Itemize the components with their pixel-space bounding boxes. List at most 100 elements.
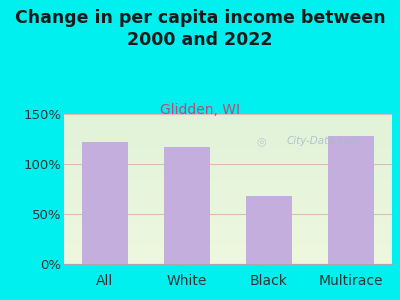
- Bar: [64, 188, 392, 189]
- Text: Glidden, WI: Glidden, WI: [160, 103, 240, 118]
- Bar: [64, 207, 392, 208]
- Bar: [64, 195, 392, 196]
- Bar: [64, 172, 392, 174]
- Bar: [64, 120, 392, 122]
- Bar: [64, 238, 392, 240]
- Bar: [64, 148, 392, 150]
- Bar: [64, 176, 392, 177]
- Bar: [64, 256, 392, 258]
- Bar: [64, 237, 392, 238]
- Bar: [64, 234, 392, 236]
- Bar: [64, 206, 392, 207]
- Bar: [64, 182, 392, 183]
- Bar: [64, 236, 392, 237]
- Bar: [64, 123, 392, 124]
- Bar: [64, 172, 392, 174]
- Bar: [64, 156, 392, 158]
- Bar: [64, 194, 392, 195]
- Bar: [64, 117, 392, 118]
- Bar: [64, 148, 392, 150]
- Bar: [64, 138, 392, 140]
- Bar: [64, 142, 392, 144]
- Bar: [64, 174, 392, 176]
- Bar: [64, 153, 392, 154]
- Bar: [64, 152, 392, 153]
- Bar: [64, 208, 392, 210]
- Bar: [64, 190, 392, 192]
- Bar: [64, 154, 392, 156]
- Bar: [64, 212, 392, 213]
- Bar: [64, 120, 392, 122]
- Bar: [64, 168, 392, 170]
- Bar: [64, 246, 392, 247]
- Bar: [64, 226, 392, 228]
- Bar: [64, 183, 392, 184]
- Bar: [64, 167, 392, 168]
- Bar: [64, 232, 392, 234]
- Bar: [64, 124, 392, 126]
- Bar: [64, 126, 392, 128]
- Bar: [64, 216, 392, 218]
- Bar: [64, 138, 392, 140]
- Bar: [64, 184, 392, 186]
- Bar: [64, 261, 392, 262]
- Bar: [64, 204, 392, 206]
- Bar: [64, 256, 392, 258]
- Bar: [64, 216, 392, 218]
- Bar: [64, 171, 392, 172]
- Bar: [64, 136, 392, 138]
- Bar: [64, 144, 392, 146]
- Bar: [64, 186, 392, 188]
- Bar: [64, 159, 392, 160]
- Bar: [82, 142, 128, 264]
- Bar: [64, 224, 392, 225]
- Bar: [64, 255, 392, 256]
- Bar: [64, 162, 392, 164]
- Bar: [64, 202, 392, 204]
- Bar: [64, 213, 392, 214]
- Bar: [64, 206, 392, 207]
- Bar: [328, 136, 374, 264]
- Bar: [64, 243, 392, 244]
- Bar: [64, 231, 392, 232]
- Bar: [64, 130, 392, 132]
- Bar: [64, 134, 392, 135]
- Bar: [64, 114, 392, 116]
- Bar: [64, 218, 392, 219]
- Text: City-Data.com: City-Data.com: [287, 136, 361, 146]
- Bar: [64, 178, 392, 180]
- Bar: [64, 214, 392, 216]
- Bar: [64, 218, 392, 219]
- Bar: [64, 147, 392, 148]
- Bar: [64, 140, 392, 141]
- Bar: [64, 243, 392, 244]
- Bar: [64, 160, 392, 162]
- Bar: [64, 225, 392, 226]
- Bar: [64, 168, 392, 170]
- Bar: [64, 128, 392, 129]
- Bar: [64, 134, 392, 135]
- Bar: [64, 262, 392, 264]
- Bar: [64, 184, 392, 186]
- Bar: [64, 156, 392, 158]
- Bar: [64, 141, 392, 142]
- Bar: [64, 177, 392, 178]
- Bar: [64, 260, 392, 261]
- Bar: [64, 198, 392, 200]
- Bar: [64, 150, 392, 152]
- Bar: [64, 230, 392, 231]
- Bar: [64, 228, 392, 230]
- Bar: [64, 118, 392, 120]
- Bar: [64, 242, 392, 243]
- Bar: [64, 201, 392, 202]
- Bar: [64, 165, 392, 166]
- Bar: [64, 129, 392, 130]
- Bar: [64, 146, 392, 147]
- Bar: [64, 260, 392, 261]
- Bar: [64, 140, 392, 141]
- Bar: [64, 177, 392, 178]
- Bar: [64, 178, 392, 180]
- Bar: [64, 117, 392, 118]
- Bar: [64, 258, 392, 260]
- Bar: [64, 222, 392, 224]
